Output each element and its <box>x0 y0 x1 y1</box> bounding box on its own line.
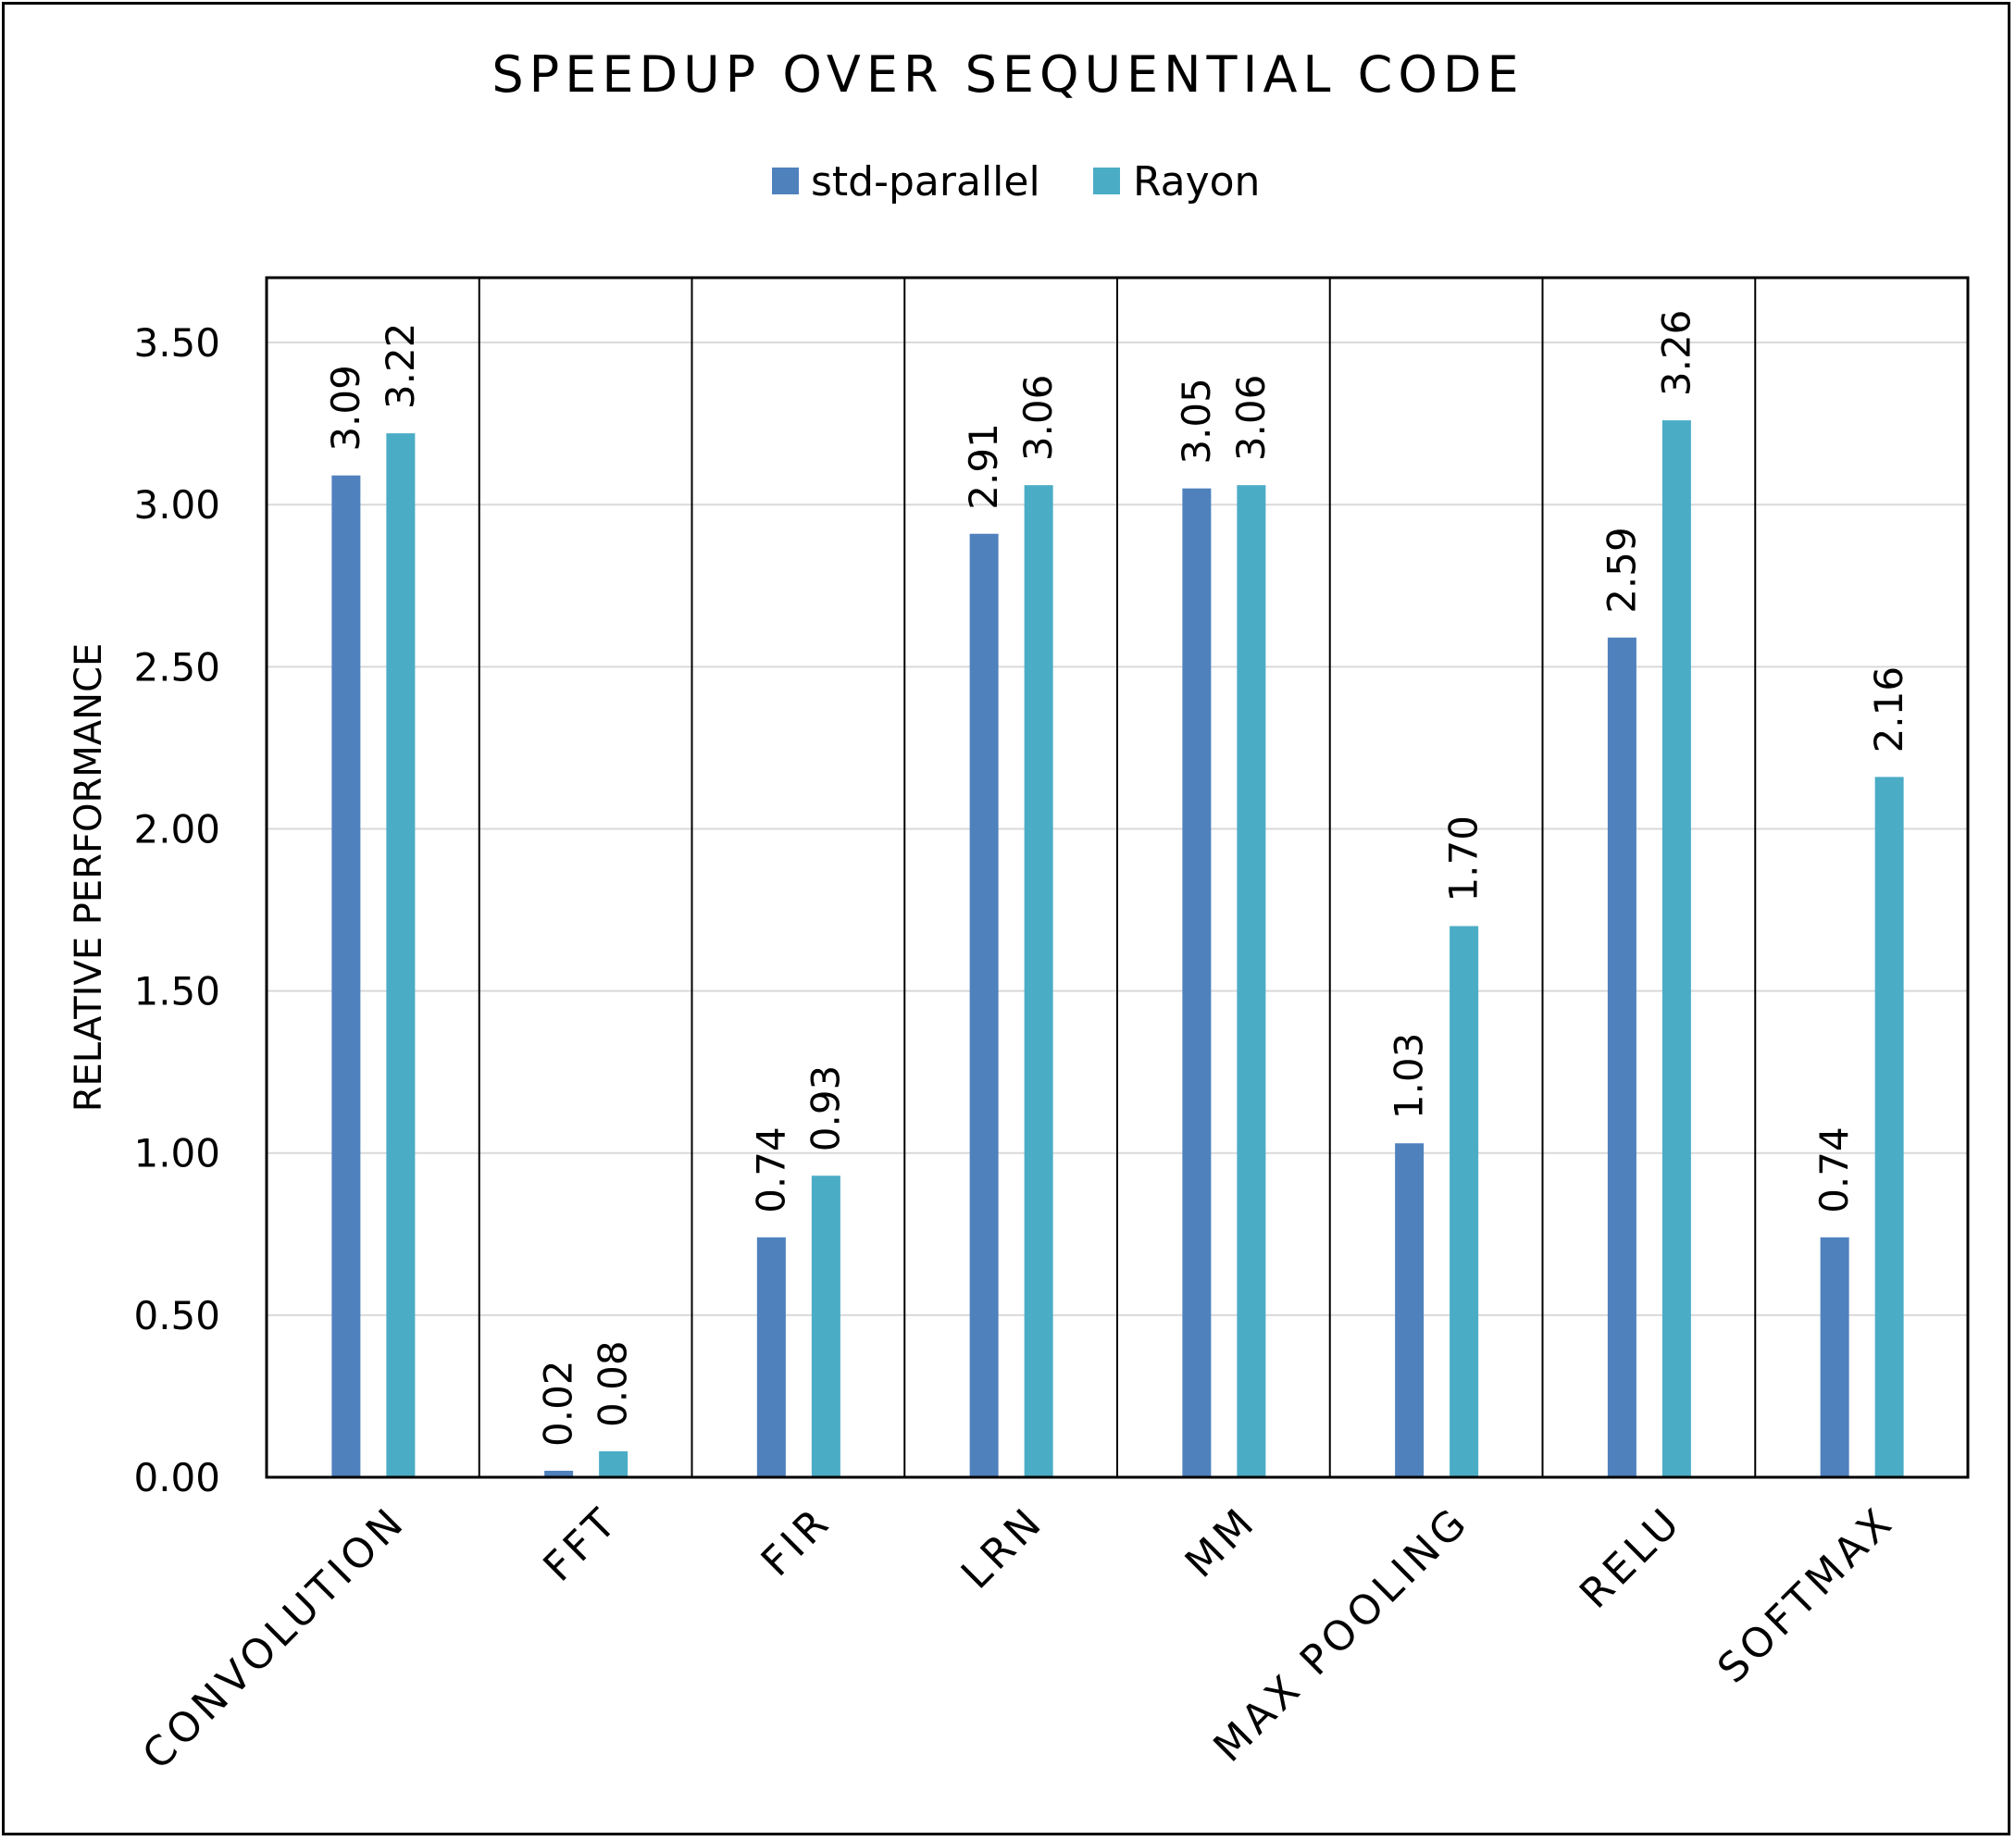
data-label: 3.06 <box>1015 375 1061 462</box>
y-tick-label: 3.50 <box>133 320 220 366</box>
bar-std-parallel <box>756 1237 786 1477</box>
bar-rayon <box>599 1450 628 1477</box>
data-label: 3.05 <box>1174 378 1219 465</box>
y-axis-title: RELATIVE PERFORMANCE <box>68 643 110 1113</box>
data-label: 1.03 <box>1387 1033 1432 1120</box>
x-category-label: SOFTMAX <box>1709 1498 1904 1693</box>
y-tick-label: 0.00 <box>133 1455 220 1500</box>
y-tick-label: 2.50 <box>133 644 220 690</box>
bars <box>331 420 1904 1478</box>
x-category-label: LRN <box>952 1498 1053 1598</box>
bar-std-parallel <box>1820 1237 1849 1477</box>
bar-std-parallel <box>1395 1143 1425 1477</box>
bar-rayon <box>811 1176 840 1477</box>
x-category-label: RELU <box>1571 1498 1691 1618</box>
legend-label: std-parallel <box>811 158 1040 205</box>
bar-rayon <box>1237 485 1266 1477</box>
y-axis-tick-labels: 0.00 0.50 1.00 1.50 2.00 2.50 3.00 3.50 <box>133 320 220 1500</box>
bar-std-parallel <box>1607 637 1636 1477</box>
data-label: 3.26 <box>1653 310 1699 397</box>
data-label: 0.74 <box>748 1126 793 1213</box>
y-tick-label: 2.00 <box>133 806 220 852</box>
y-tick-label: 0.50 <box>133 1293 220 1338</box>
data-label: 0.74 <box>1811 1126 1857 1213</box>
x-category-label: FFT <box>534 1498 628 1591</box>
data-labels: 3.09 3.220.02 0.080.740.932.913.06 3.05 3.06… <box>323 310 1911 1447</box>
data-label: 3.06 <box>1228 375 1274 462</box>
legend-swatch <box>1093 168 1120 194</box>
chart-title: SPEEDUP OVER SEQUENTIAL CODE <box>492 45 1524 104</box>
data-label: 2.59 <box>1599 527 1644 614</box>
legend: std-parallel Rayon <box>772 158 1260 205</box>
category-dividers <box>478 278 1757 1477</box>
data-label: 1.70 <box>1441 815 1487 902</box>
data-label: 0.02 <box>536 1360 581 1447</box>
x-category-label: CONVOLUTION <box>133 1498 415 1779</box>
data-label: 2.91 <box>961 423 1006 510</box>
y-tick-label: 1.00 <box>133 1131 220 1176</box>
x-category-label: FIR <box>753 1498 840 1586</box>
legend-label: Rayon <box>1133 158 1260 205</box>
data-label: 2.16 <box>1866 666 1911 753</box>
data-label: 0.08 <box>591 1340 636 1427</box>
bar-rayon <box>1874 777 1904 1477</box>
bar-std-parallel <box>331 475 361 1478</box>
legend-swatch <box>772 168 799 194</box>
y-tick-label: 3.00 <box>133 482 220 528</box>
bar-rayon <box>1024 485 1053 1477</box>
plot-area-border <box>265 276 1970 1479</box>
data-label: 3.22 <box>378 323 423 410</box>
data-label: 3.09 <box>323 365 368 452</box>
data-label: 0.93 <box>803 1065 848 1152</box>
bar-std-parallel <box>544 1470 574 1477</box>
bar-rayon <box>386 433 416 1477</box>
x-category-label: MM <box>1176 1498 1266 1587</box>
bar-rayon <box>1661 420 1691 1478</box>
y-tick-label: 1.50 <box>133 969 220 1014</box>
bar-std-parallel <box>1182 488 1212 1477</box>
bar-rayon <box>1450 926 1479 1477</box>
bar-std-parallel <box>969 533 999 1477</box>
